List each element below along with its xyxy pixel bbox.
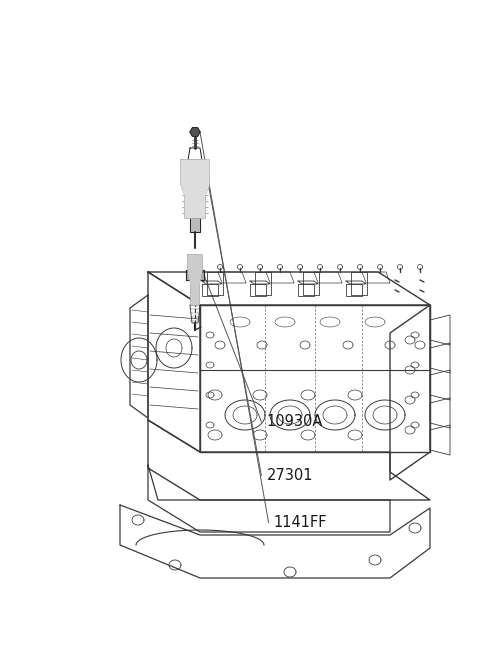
Text: 1141FF: 1141FF — [274, 515, 327, 530]
Text: 27301: 27301 — [266, 468, 313, 483]
Polygon shape — [190, 218, 200, 232]
Text: 10930A: 10930A — [266, 415, 323, 429]
Polygon shape — [181, 160, 209, 218]
Polygon shape — [186, 270, 204, 280]
Polygon shape — [188, 255, 202, 305]
Polygon shape — [190, 128, 200, 136]
